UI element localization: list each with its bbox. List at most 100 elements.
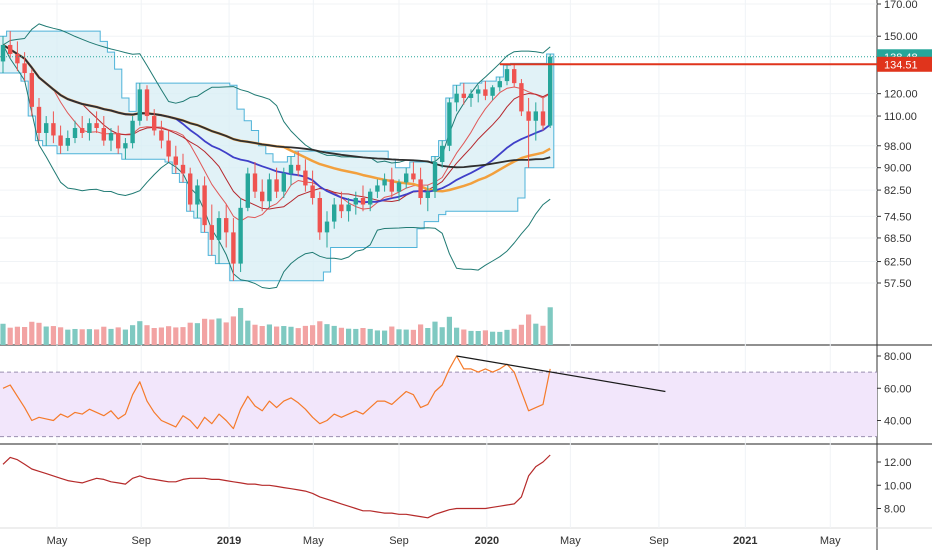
volume-bar: [418, 324, 424, 345]
time-axis-label: 2019: [217, 535, 241, 547]
volume-bar: [36, 322, 42, 345]
volume-bar: [461, 329, 467, 345]
rsi-trendline: [456, 355, 666, 393]
rsi-band: [0, 372, 877, 437]
candle-body: [8, 44, 13, 54]
volume-bar: [151, 328, 157, 345]
candle-body: [188, 173, 193, 205]
volume-bar: [382, 330, 388, 345]
volume-bar: [317, 321, 323, 345]
candle-body: [468, 93, 474, 98]
candle-body: [490, 87, 495, 96]
candle-body: [454, 93, 459, 103]
candle-body: [123, 143, 128, 149]
volume-bar: [72, 328, 78, 345]
volume-bar: [216, 318, 222, 345]
candle-body: [360, 198, 366, 205]
candle-body: [202, 185, 207, 226]
candle-body: [29, 73, 34, 107]
candle-body: [44, 123, 49, 133]
candle-body: [260, 191, 265, 202]
volume-bar: [482, 330, 488, 345]
candle-body: [80, 128, 85, 133]
price-channel-band: [0, 30, 555, 282]
candle-body: [411, 173, 416, 180]
price-tick-label: 82.50: [884, 185, 912, 197]
price-tick-label: 90.00: [884, 163, 912, 175]
candle-body: [533, 111, 538, 121]
candle-body: [144, 89, 150, 117]
candle-body: [15, 53, 20, 64]
volume-bar: [302, 325, 308, 345]
volume-bar: [137, 321, 143, 345]
volume-bar: [94, 329, 100, 345]
volume-bar: [173, 327, 179, 345]
volume-bar: [65, 329, 71, 345]
lower-tick-label: 10.00: [884, 480, 912, 492]
candle-body: [540, 111, 546, 126]
volume-bar: [115, 327, 121, 345]
time-axis-label: May: [820, 535, 841, 547]
volume-bar: [223, 322, 229, 345]
candle-body: [137, 89, 142, 121]
time-axis-label: Sep: [131, 535, 151, 547]
candle-body: [36, 106, 42, 133]
volume-bar: [353, 328, 359, 345]
volume-bar: [86, 329, 92, 345]
candle-body: [303, 170, 308, 186]
rsi-tick-label: 80.00: [884, 351, 912, 363]
price-pane: [0, 23, 877, 345]
time-axis-label: 2021: [733, 535, 757, 547]
candle-body: [346, 204, 351, 212]
candle-body: [317, 198, 322, 233]
volume-bar: [122, 329, 128, 345]
candle-body: [382, 179, 387, 186]
price-tick-label: 68.50: [884, 233, 912, 245]
candle-body: [332, 204, 337, 222]
volume-bar: [540, 325, 546, 345]
candle-body: [231, 232, 236, 264]
price-tick-label: 57.50: [884, 278, 912, 290]
volume-bar: [396, 329, 402, 345]
candle-body: [94, 123, 99, 129]
volume-bar: [360, 328, 366, 345]
volume-bar: [29, 321, 35, 345]
candle-body: [288, 164, 294, 174]
volume-bar: [526, 314, 532, 345]
volume-bar: [454, 327, 460, 345]
time-axis-label: Sep: [389, 535, 409, 547]
candle-body: [116, 132, 121, 149]
candle-body: [483, 89, 488, 96]
candle-body: [476, 89, 481, 94]
volume-bar: [432, 321, 438, 345]
volume-bar: [101, 326, 107, 345]
volume-bar: [108, 328, 114, 345]
volume-bar: [295, 328, 301, 345]
volume-bar: [158, 327, 164, 345]
volume-bar: [187, 322, 193, 345]
lower-tick-label: 12.00: [884, 457, 912, 469]
candle-body: [526, 111, 531, 121]
bollinger-upper-line: [2, 23, 551, 164]
volume-bar: [475, 331, 481, 345]
candle-body: [245, 173, 250, 208]
candle-body: [548, 56, 553, 126]
volume-bar: [547, 307, 553, 345]
lower-indicator-line: [2, 454, 551, 519]
candle-body: [497, 81, 502, 88]
candle-body: [324, 221, 330, 233]
price-tick-label: 110.00: [884, 111, 917, 123]
candle-body: [173, 156, 178, 165]
volume-bar: [324, 324, 330, 345]
price-tick-label: 170.00: [884, 0, 918, 11]
time-axis-label: May: [560, 535, 581, 547]
rsi-tick-label: 40.00: [884, 416, 912, 428]
price-tick-label: 74.50: [884, 211, 912, 223]
volume-bar: [266, 324, 272, 345]
rsi-pane: [0, 355, 877, 438]
candle-body: [404, 173, 409, 183]
volume-bar: [504, 329, 510, 345]
volume-bar: [367, 328, 373, 345]
candle-body: [281, 173, 286, 192]
